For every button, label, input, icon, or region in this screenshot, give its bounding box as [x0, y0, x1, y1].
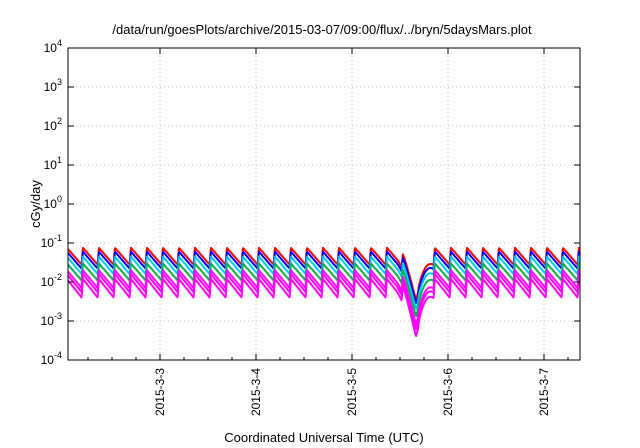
series-group — [67, 246, 581, 337]
y-tick-label: 103 — [44, 77, 62, 94]
series-line-6 — [67, 273, 581, 330]
x-axis-title: Coordinated Universal Time (UTC) — [224, 430, 423, 445]
y-axis: 10-4 10-3 10-2 10-1 100 101 102 103 104 — [41, 38, 580, 367]
y-tick-label: 102 — [44, 116, 62, 133]
y-tick-label: 104 — [44, 38, 62, 55]
series-line-7 — [67, 277, 581, 337]
y-tick-label: 10-3 — [41, 311, 62, 328]
series-line-5 — [67, 269, 581, 326]
y-tick-label: 10-2 — [41, 272, 62, 289]
series-line-3 — [67, 255, 581, 310]
y-tick-label: 10-4 — [41, 350, 62, 367]
x-tick-label: 2015-3-4 — [249, 368, 263, 416]
x-tick-label: 2015-3-7 — [537, 368, 551, 416]
y-tick-label: 100 — [44, 194, 62, 211]
y-axis-title: cGy/day — [28, 180, 43, 228]
x-tick-label: 2015-3-6 — [441, 368, 455, 416]
x-axis: 2015-3-3 2015-3-4 2015-3-5 2015-3-6 2015-3-7 — [87, 48, 569, 416]
x-tick-label: 2015-3-3 — [153, 368, 167, 416]
series-line-2 — [67, 250, 581, 304]
series-line-4 — [67, 262, 581, 317]
grid — [68, 48, 580, 360]
x-tick-label: 2015-3-5 — [345, 368, 359, 416]
series-line-1 — [67, 246, 581, 301]
y-tick-label: 10-1 — [41, 233, 62, 250]
chart-title: /data/run/goesPlots/archive/2015-03-07/0… — [112, 22, 532, 37]
y-tick-label: 101 — [44, 155, 62, 172]
